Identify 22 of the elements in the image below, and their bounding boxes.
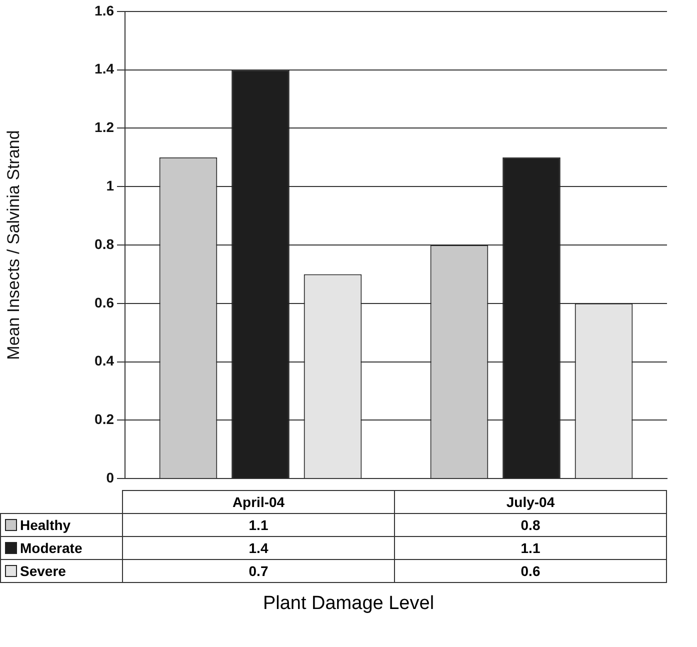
x-tick-label: July-04 bbox=[394, 490, 666, 514]
data-label: 1.1 bbox=[122, 514, 394, 536]
data-label: 1.1 bbox=[394, 536, 666, 560]
data-label: 1.4 bbox=[122, 536, 394, 560]
x-tick-label: April-04 bbox=[122, 490, 394, 514]
y-tick-label: 1.4 bbox=[94, 60, 114, 77]
data-label: 0.6 bbox=[394, 560, 666, 582]
legend-label: Moderate bbox=[0, 536, 122, 560]
legend-label: Severe bbox=[0, 560, 122, 582]
data-label: 0.8 bbox=[394, 514, 666, 536]
y-tick-label: 1.2 bbox=[94, 119, 114, 136]
y-tick-label: 0 bbox=[106, 469, 114, 486]
y-tick-label: 1 bbox=[106, 177, 114, 194]
y-tick-label: 0.2 bbox=[94, 411, 114, 428]
y-tick-label: 0.4 bbox=[94, 352, 114, 369]
y-tick-label: 0.6 bbox=[94, 294, 114, 310]
legend-label: Healthy bbox=[0, 514, 122, 536]
y-tick-label: 0.8 bbox=[94, 236, 114, 252]
y-tick-label: 1.6 bbox=[94, 2, 114, 18]
y-axis-title: Mean Insects / Salvinia Strand bbox=[4, 130, 23, 360]
x-axis-title: Plant Damage Level bbox=[262, 593, 436, 615]
data-label: 0.7 bbox=[122, 560, 394, 582]
